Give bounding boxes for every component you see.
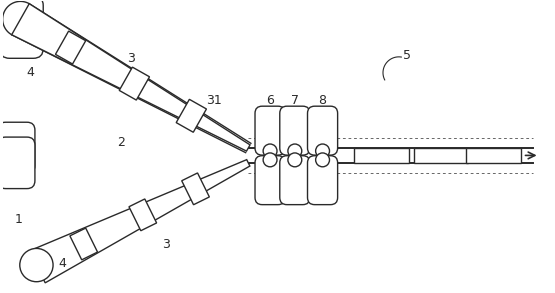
FancyBboxPatch shape — [255, 106, 285, 155]
Circle shape — [288, 153, 302, 167]
Circle shape — [288, 144, 302, 158]
FancyBboxPatch shape — [0, 137, 35, 189]
Circle shape — [316, 153, 330, 167]
Polygon shape — [29, 160, 250, 283]
Bar — [413, 148, 468, 163]
Circle shape — [263, 153, 277, 167]
FancyBboxPatch shape — [307, 106, 337, 155]
Text: 6: 6 — [266, 94, 274, 107]
Text: 3: 3 — [128, 52, 135, 65]
Bar — [466, 148, 521, 163]
Text: 7: 7 — [291, 94, 299, 107]
Text: 5: 5 — [403, 49, 411, 62]
FancyBboxPatch shape — [0, 122, 35, 174]
Polygon shape — [129, 199, 157, 231]
Circle shape — [20, 248, 53, 282]
Text: 31: 31 — [206, 94, 221, 107]
Text: 8: 8 — [319, 94, 326, 107]
Circle shape — [263, 144, 277, 158]
Polygon shape — [119, 67, 149, 100]
Polygon shape — [176, 99, 206, 132]
Text: 3: 3 — [162, 238, 170, 251]
FancyBboxPatch shape — [280, 106, 310, 155]
Polygon shape — [181, 173, 209, 205]
Text: 1: 1 — [14, 213, 22, 226]
Polygon shape — [70, 228, 98, 260]
Text: 4: 4 — [27, 66, 34, 79]
Polygon shape — [56, 31, 85, 64]
FancyBboxPatch shape — [307, 156, 337, 205]
FancyBboxPatch shape — [255, 156, 285, 205]
Bar — [354, 148, 408, 163]
Text: 2: 2 — [118, 136, 125, 149]
Text: 4: 4 — [58, 257, 66, 270]
Polygon shape — [12, 4, 250, 151]
FancyBboxPatch shape — [280, 156, 310, 205]
FancyBboxPatch shape — [0, 0, 43, 58]
Circle shape — [316, 144, 330, 158]
